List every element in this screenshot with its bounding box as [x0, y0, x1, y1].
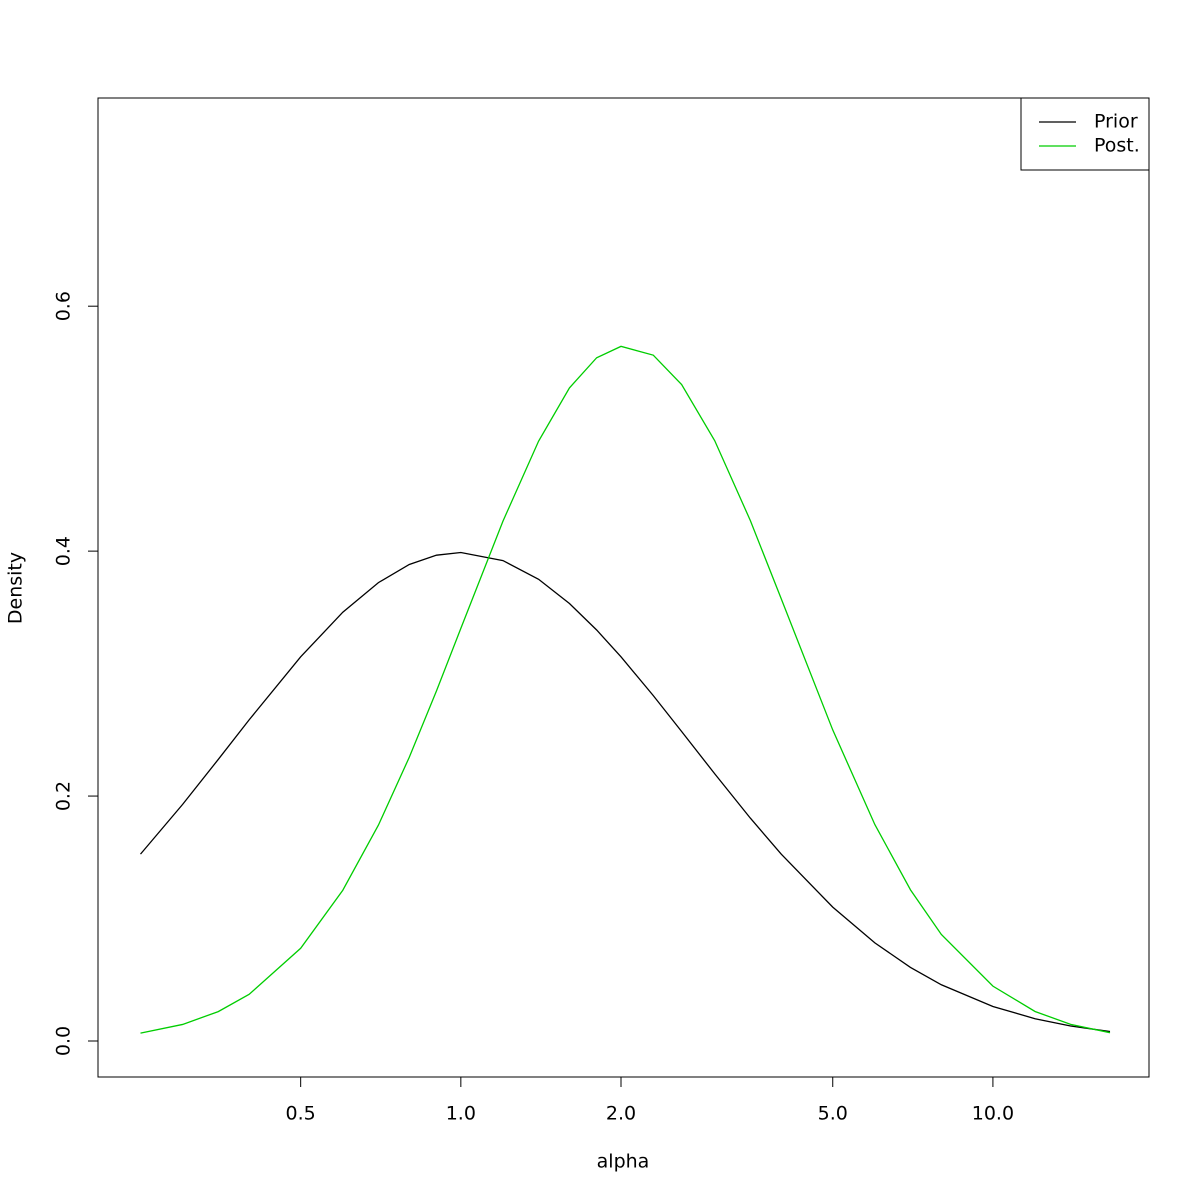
x-tick-label: 1.0	[446, 1103, 476, 1125]
y-tick-label: 0.6	[53, 291, 75, 321]
plot-frame	[97, 97, 1150, 1078]
x-tick-label: 0.5	[286, 1103, 316, 1125]
x-tick-label: 10.0	[972, 1103, 1014, 1125]
series-line	[140, 551, 1111, 1033]
x-tick-label: 2.0	[606, 1103, 636, 1125]
y-tick-label: 0.0	[53, 1026, 75, 1056]
x-axis-label: alpha	[597, 1151, 650, 1173]
y-axis-label: Density	[5, 552, 27, 624]
legend-label: Prior	[1094, 111, 1138, 133]
y-tick-label: 0.2	[53, 781, 75, 811]
legend-label: Post.	[1094, 135, 1140, 157]
y-tick-label: 0.4	[53, 536, 75, 566]
legend-box	[1020, 97, 1150, 171]
x-tick-label: 5.0	[818, 1103, 848, 1125]
series-line	[140, 345, 1111, 1034]
